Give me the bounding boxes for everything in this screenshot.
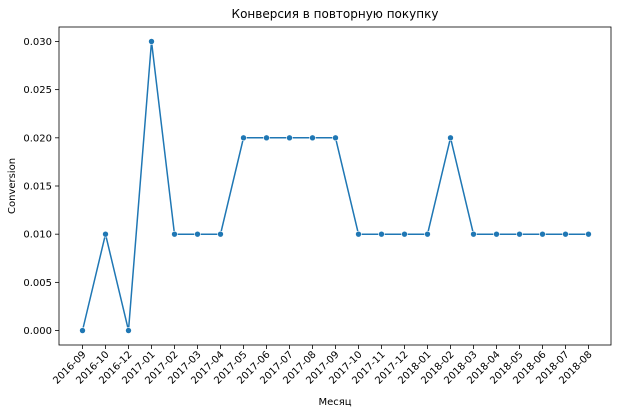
data-point (424, 230, 431, 238)
plot-area: 0.0000.0050.0100.0150.0200.0250.0302016-… (23, 26, 612, 387)
data-point (309, 134, 316, 142)
data-point (263, 134, 270, 142)
data-point (79, 327, 86, 334)
data-point (585, 230, 592, 238)
data-point (102, 230, 109, 238)
data-point (470, 230, 477, 238)
data-point (332, 134, 339, 142)
y-tick-label: 0.020 (23, 133, 52, 144)
y-tick-label: 0.015 (23, 182, 52, 193)
y-tick-label: 0.025 (23, 85, 52, 96)
y-tick-label: 0.000 (23, 326, 52, 337)
data-point (539, 230, 546, 238)
plot-frame (58, 26, 612, 346)
data-point (355, 230, 362, 238)
data-point (493, 230, 500, 238)
series-line (81, 41, 589, 331)
data-point (562, 230, 569, 238)
data-point (194, 230, 201, 238)
y-tick-label: 0.030 (23, 37, 52, 48)
y-axis-label: Conversion (7, 158, 18, 214)
data-point (240, 134, 247, 142)
data-point (171, 230, 178, 238)
chart-title: Конверсия в повторную покупку (232, 7, 439, 21)
data-point (378, 230, 385, 238)
data-point (125, 327, 132, 334)
y-tick-label: 0.005 (23, 278, 52, 289)
data-point (516, 230, 523, 238)
data-point (217, 230, 224, 238)
y-tick-label: 0.010 (23, 230, 52, 241)
data-point (447, 134, 454, 142)
x-axis-label: Месяц (318, 397, 351, 408)
data-point (148, 38, 155, 45)
data-point (286, 134, 293, 142)
data-point (401, 230, 408, 238)
